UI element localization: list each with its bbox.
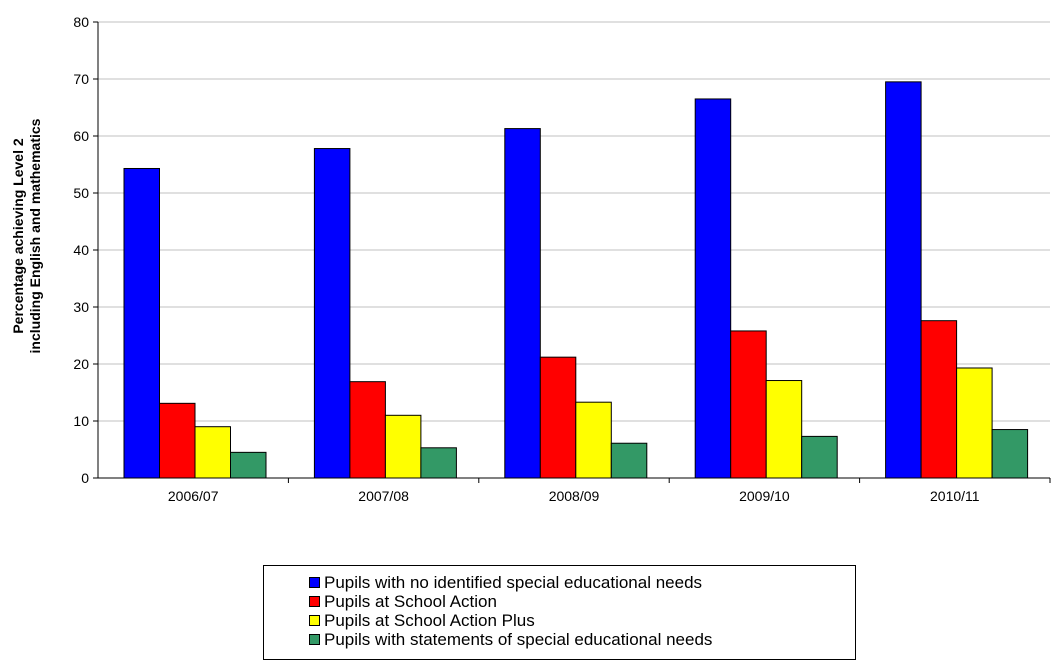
y-tick-label: 70 [73, 71, 89, 87]
legend-item: Pupils with no identified special educat… [309, 573, 855, 592]
legend-item: Pupils at School Action Plus [309, 611, 855, 630]
legend-label: Pupils with statements of special educat… [324, 629, 713, 649]
bar [349, 381, 386, 479]
bar [956, 367, 993, 479]
bar [801, 435, 838, 479]
legend-label: Pupils with no identified special educat… [324, 572, 703, 592]
bar [575, 401, 612, 479]
y-tick-label: 10 [73, 413, 89, 429]
y-tick-label: 60 [73, 128, 89, 144]
legend-swatch [309, 634, 320, 645]
bar [159, 402, 196, 479]
bar [384, 414, 422, 479]
y-axis-title-line1: Percentage achieving Level 2 [10, 138, 26, 334]
x-tick-label: 2007/08 [358, 488, 409, 504]
bar [885, 81, 922, 479]
y-axis-title-line2: including English and mathematics [27, 118, 43, 353]
bar [230, 451, 267, 479]
legend-swatch [309, 596, 320, 607]
x-tick-label: 2008/09 [549, 488, 600, 504]
legend-label: Pupils at School Action Plus [324, 610, 535, 630]
bar [765, 380, 803, 479]
y-tick-label: 80 [73, 14, 89, 30]
y-tick-label: 30 [73, 299, 89, 315]
x-tick-label: 2010/11 [930, 488, 980, 504]
y-tick-label: 50 [73, 185, 89, 201]
gridlines [98, 21, 1050, 422]
legend-item: Pupils with statements of special educat… [309, 630, 855, 649]
y-tick-labels: 0 10 20 30 40 50 60 70 80 [73, 14, 89, 486]
legend-item: Pupils at School Action [309, 592, 855, 611]
y-tick-label: 0 [81, 470, 89, 486]
y-tick-label: 20 [73, 356, 89, 372]
legend: Pupils with no identified special educat… [263, 565, 856, 660]
legend-label: Pupils at School Action [324, 591, 497, 611]
axes [93, 21, 1051, 483]
x-tick-label: 2006/07 [168, 488, 219, 504]
bar [991, 429, 1029, 479]
y-tick-label: 40 [73, 242, 89, 258]
bar [313, 148, 351, 479]
bar [610, 442, 648, 479]
bar [694, 98, 732, 479]
bar [123, 167, 160, 479]
x-tick-label: 2009/10 [739, 488, 790, 504]
bar [730, 330, 767, 479]
bar [539, 356, 577, 479]
x-tick-labels: 2006/07 2007/08 2008/09 2009/10 2010/11 [168, 488, 980, 504]
legend-swatch [309, 615, 320, 626]
bars [123, 81, 1029, 479]
bar [920, 320, 958, 479]
bar [194, 426, 231, 479]
legend-swatch [309, 577, 320, 588]
bar [504, 128, 541, 479]
bar [420, 447, 457, 479]
